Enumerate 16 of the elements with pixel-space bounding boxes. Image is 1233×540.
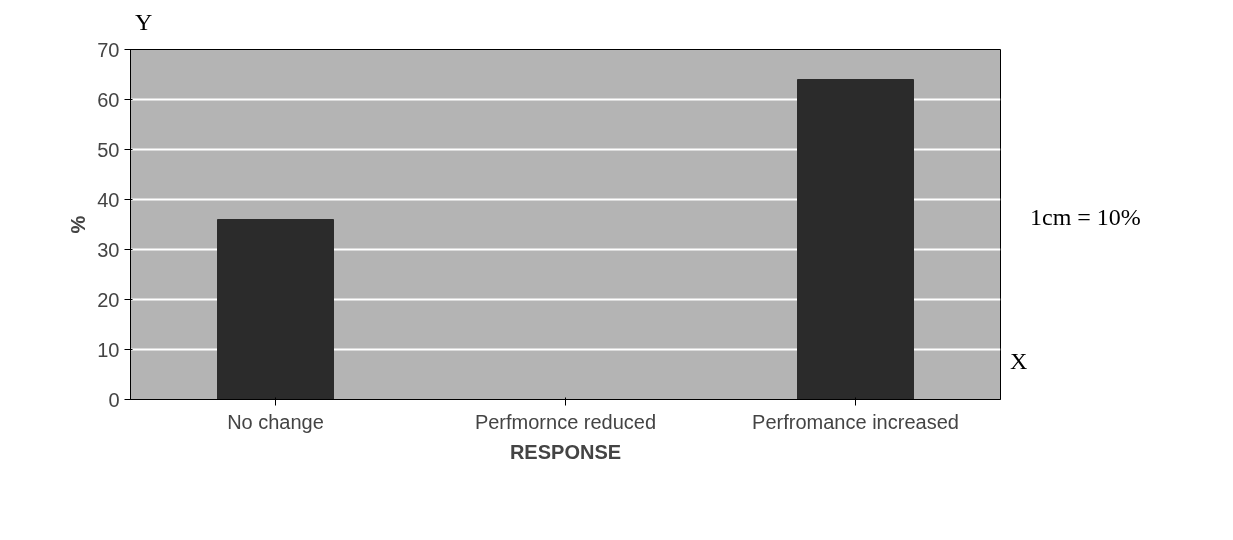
y-tick-label: 50 <box>97 138 120 161</box>
text: Y <box>135 8 153 37</box>
text: X <box>1010 347 1028 377</box>
text: 1cm = 10% <box>1030 203 1141 232</box>
y-tick-label: 40 <box>97 188 120 211</box>
y-tick-label: 0 <box>108 388 120 411</box>
y-tick-label: 20 <box>97 288 120 311</box>
y-tick-label: 70 <box>97 38 120 61</box>
y-tick-label: 10 <box>97 338 120 361</box>
x-axis-title: RESPONSE <box>509 440 622 463</box>
x-tick-label: Perfromance increased <box>752 410 959 433</box>
x-tick-label: No change <box>227 410 324 433</box>
y-axis-title: % <box>67 215 90 234</box>
y-tick-label: 60 <box>97 88 120 111</box>
x-tick-label: Perfmornce reduced <box>474 410 657 433</box>
y-tick-label: 30 <box>97 238 120 261</box>
